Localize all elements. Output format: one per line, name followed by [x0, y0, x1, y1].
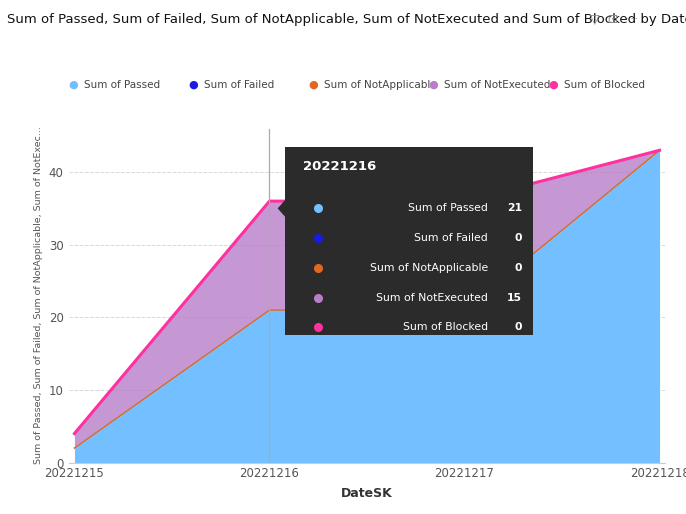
Text: ●: ● [429, 80, 438, 90]
Text: 20221216: 20221216 [303, 160, 376, 173]
Text: 0: 0 [514, 322, 522, 333]
Text: 0: 0 [514, 233, 522, 243]
Text: ●: ● [549, 80, 558, 90]
Text: ●: ● [309, 80, 318, 90]
Text: Sum of NotExecuted: Sum of NotExecuted [376, 292, 488, 303]
Y-axis label: Sum of Passed, Sum of Failed, Sum of NotApplicable, Sum of NotExec...: Sum of Passed, Sum of Failed, Sum of Not… [34, 126, 43, 465]
Text: Sum of Blocked: Sum of Blocked [403, 322, 488, 333]
FancyBboxPatch shape [285, 146, 533, 336]
Text: ●: ● [69, 80, 78, 90]
Polygon shape [278, 200, 285, 217]
Text: Sum of Failed: Sum of Failed [414, 233, 488, 243]
Text: Sum of NotApplicable: Sum of NotApplicable [370, 263, 488, 273]
Text: Sum of Passed: Sum of Passed [84, 80, 160, 90]
Text: Sum of Failed: Sum of Failed [204, 80, 274, 90]
Text: Sum of Passed: Sum of Passed [408, 204, 488, 213]
Text: Sum of Passed, Sum of Failed, Sum of NotApplicable, Sum of NotExecuted and Sum o: Sum of Passed, Sum of Failed, Sum of Not… [7, 13, 686, 26]
X-axis label: DateSK: DateSK [341, 487, 393, 501]
Text: 21: 21 [507, 204, 522, 213]
Text: 0: 0 [514, 263, 522, 273]
Text: Sum of NotApplicable: Sum of NotApplicable [324, 80, 436, 90]
Text: ▽  ⊡  ···: ▽ ⊡ ··· [590, 13, 638, 26]
Text: Sum of NotExecuted: Sum of NotExecuted [444, 80, 550, 90]
Text: 15: 15 [507, 292, 522, 303]
Text: Sum of Blocked: Sum of Blocked [564, 80, 645, 90]
Text: ●: ● [189, 80, 198, 90]
